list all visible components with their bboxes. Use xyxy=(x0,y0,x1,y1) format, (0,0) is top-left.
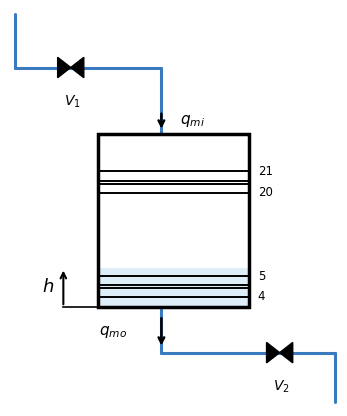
Text: $V_1$: $V_1$ xyxy=(64,93,81,109)
Text: h: h xyxy=(42,278,53,297)
Text: $V_2$: $V_2$ xyxy=(273,378,290,395)
Bar xyxy=(98,134,249,307)
Text: 20: 20 xyxy=(258,186,273,199)
Polygon shape xyxy=(71,57,84,78)
Text: $q_{mi}$: $q_{mi}$ xyxy=(180,113,205,129)
Text: 5: 5 xyxy=(258,270,265,282)
Text: $q_{mo}$: $q_{mo}$ xyxy=(99,324,127,340)
Polygon shape xyxy=(58,57,71,78)
Polygon shape xyxy=(266,342,280,363)
Polygon shape xyxy=(280,342,293,363)
Bar xyxy=(98,268,249,307)
Text: 21: 21 xyxy=(258,166,273,178)
Text: 4: 4 xyxy=(258,290,265,303)
